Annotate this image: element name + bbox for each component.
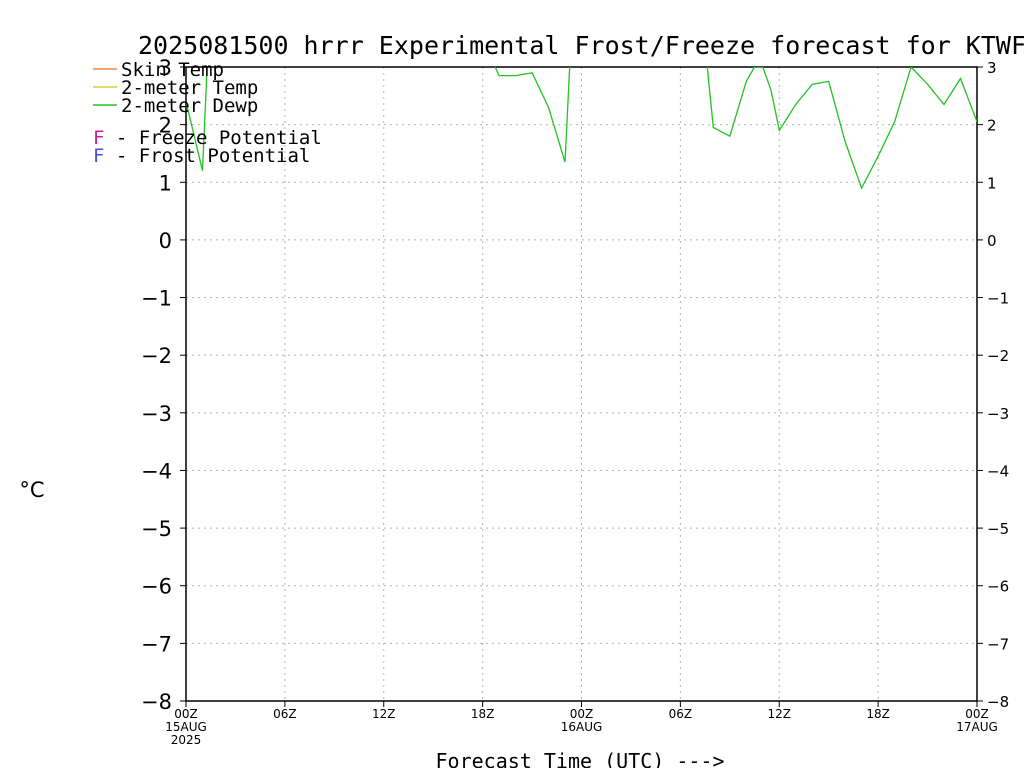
y-tick-label: −5 [141, 517, 172, 541]
x-tick-label: 00Z [965, 707, 989, 721]
y-tick-label: 3 [159, 56, 172, 80]
y-tick-label: 2 [159, 114, 172, 138]
x-tick-label: 00Z [174, 707, 198, 721]
y-tick-label: 1 [159, 171, 172, 195]
legend-potential-text: - Freeze Potential [104, 127, 321, 149]
x-axis-label: Forecast Time (UTC) ---> [436, 749, 725, 768]
x-tick-label: 06Z [669, 707, 693, 721]
y-tick-label: −7 [141, 632, 172, 656]
y-tick-label: 0 [159, 229, 172, 253]
axis-ticks: 3 3 2 2 1 1 0 0 −1 −1 −2 −2 −3 −3 −4 −4 −5 −5 −6 −6 −7 −7 −8 −8… [141, 56, 1009, 747]
x-tick-sublabel: 16AUG [561, 720, 603, 734]
x-tick-label: 18Z [471, 707, 495, 721]
y-tick-label-right: −4 [987, 462, 1009, 480]
y-tick-label: −3 [141, 402, 172, 426]
y-tick-label-right: −8 [987, 693, 1009, 711]
x-tick-sublabel: 17AUG [956, 720, 998, 734]
x-tick-label: 00Z [570, 707, 594, 721]
legend-entry: Skin Temp [121, 59, 224, 81]
legend-potential-marker: F [93, 127, 104, 149]
legend-potential-entry: F - Freeze Potential [93, 127, 322, 149]
x-tick-label: 18Z [866, 707, 890, 721]
x-tick-label: 12Z [372, 707, 396, 721]
x-tick-sublabel: 2025 [171, 733, 202, 747]
x-tick-label: 06Z [273, 707, 297, 721]
y-tick-label-right: 3 [987, 59, 997, 77]
legend-entry: 2-meter Dewp [121, 95, 258, 117]
legend-entry: 2-meter Temp [121, 77, 258, 99]
y-tick-label: −2 [141, 344, 172, 368]
y-tick-label-right: −7 [987, 635, 1009, 653]
y-tick-label-right: 0 [987, 232, 997, 250]
x-tick-sublabel: 15AUG [165, 720, 207, 734]
legend-potential-text: - Frost Potential [104, 145, 310, 167]
legend-potential-entry: F - Frost Potential [93, 145, 310, 167]
legend-potential-marker: F [93, 145, 104, 167]
series-line-2-meter-dewp [186, 67, 977, 190]
x-tick-label: 12Z [768, 707, 792, 721]
y-tick-label: −8 [141, 690, 172, 714]
y-tick-label: −1 [141, 287, 172, 311]
y-axis-label: °C [19, 478, 44, 502]
grid-lines [186, 67, 977, 701]
chart-title: 2025081500 hrrr Experimental Frost/Freez… [138, 31, 1024, 60]
y-tick-label-right: 1 [987, 174, 997, 192]
series-lines [186, 67, 977, 190]
y-tick-label-right: 2 [987, 117, 997, 135]
y-tick-label-right: −2 [987, 347, 1009, 365]
y-tick-label-right: −1 [987, 290, 1009, 308]
y-tick-label: −6 [141, 575, 172, 599]
y-tick-label-right: −3 [987, 405, 1009, 423]
y-tick-label: −4 [141, 459, 172, 483]
y-tick-label-right: −5 [987, 520, 1009, 538]
y-tick-label-right: −6 [987, 578, 1009, 596]
